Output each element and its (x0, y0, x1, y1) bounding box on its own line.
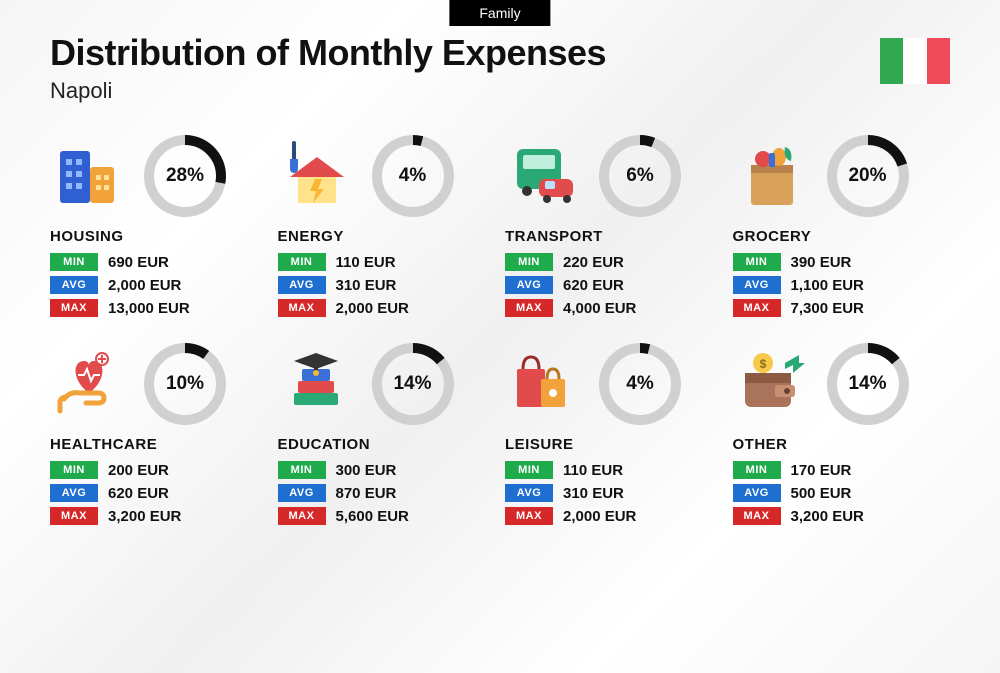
bus-car-icon (505, 137, 583, 215)
category-leisure: 4% LEISURE MIN 110 EUR AVG 310 EUR MAX 2… (505, 342, 723, 530)
max-badge: MAX (733, 507, 781, 525)
avg-badge: AVG (733, 276, 781, 294)
max-value: 7,300 EUR (791, 300, 864, 317)
buildings-icon (50, 137, 128, 215)
donut-education: 14% (372, 343, 454, 425)
category-education: 14% EDUCATION MIN 300 EUR AVG 870 EUR MA… (278, 342, 496, 530)
min-badge: MIN (278, 253, 326, 271)
max-value: 13,000 EUR (108, 300, 190, 317)
category-name: HOUSING (50, 228, 268, 245)
min-badge: MIN (50, 253, 98, 271)
donut-other: 14% (827, 343, 909, 425)
avg-value: 500 EUR (791, 485, 852, 502)
flag-italy (880, 38, 950, 84)
min-value: 300 EUR (336, 462, 397, 479)
max-badge: MAX (278, 507, 326, 525)
flag-stripe-white (903, 38, 926, 84)
max-badge: MAX (505, 507, 553, 525)
avg-value: 870 EUR (336, 485, 397, 502)
max-value: 2,000 EUR (336, 300, 409, 317)
donut-label: 10% (144, 343, 226, 425)
min-value: 390 EUR (791, 254, 852, 271)
avg-badge: AVG (50, 484, 98, 502)
donut-label: 20% (827, 135, 909, 217)
categories-grid: 28% HOUSING MIN 690 EUR AVG 2,000 EUR MA… (0, 114, 1000, 560)
flag-stripe-green (880, 38, 903, 84)
category-healthcare: 10% HEALTHCARE MIN 200 EUR AVG 620 EUR M… (50, 342, 268, 530)
books-cap-icon (278, 345, 356, 423)
avg-badge: AVG (278, 484, 326, 502)
donut-label: 6% (599, 135, 681, 217)
page-title: Distribution of Monthly Expenses (50, 32, 950, 74)
min-value: 200 EUR (108, 462, 169, 479)
avg-value: 1,100 EUR (791, 277, 864, 294)
wallet-arrow-icon: $ (733, 345, 811, 423)
subtitle-city: Napoli (50, 78, 950, 104)
donut-housing: 28% (144, 135, 226, 217)
min-badge: MIN (50, 461, 98, 479)
avg-value: 620 EUR (563, 277, 624, 294)
grocery-bag-icon (733, 137, 811, 215)
category-name: OTHER (733, 436, 951, 453)
min-badge: MIN (278, 461, 326, 479)
max-badge: MAX (733, 299, 781, 317)
donut-grocery: 20% (827, 135, 909, 217)
shopping-bags-icon (505, 345, 583, 423)
max-badge: MAX (278, 299, 326, 317)
avg-value: 310 EUR (336, 277, 397, 294)
min-badge: MIN (505, 253, 553, 271)
max-badge: MAX (50, 507, 98, 525)
category-name: GROCERY (733, 228, 951, 245)
heart-hand-icon (50, 345, 128, 423)
donut-label: 14% (827, 343, 909, 425)
category-transport: 6% TRANSPORT MIN 220 EUR AVG 620 EUR MAX… (505, 134, 723, 322)
max-badge: MAX (505, 299, 553, 317)
avg-value: 2,000 EUR (108, 277, 181, 294)
svg-text:$: $ (759, 357, 766, 371)
min-value: 170 EUR (791, 462, 852, 479)
max-value: 2,000 EUR (563, 508, 636, 525)
donut-leisure: 4% (599, 343, 681, 425)
category-energy: 4% ENERGY MIN 110 EUR AVG 310 EUR MAX 2,… (278, 134, 496, 322)
avg-badge: AVG (733, 484, 781, 502)
category-grocery: 20% GROCERY MIN 390 EUR AVG 1,100 EUR MA… (733, 134, 951, 322)
min-value: 690 EUR (108, 254, 169, 271)
category-name: ENERGY (278, 228, 496, 245)
flag-stripe-red (927, 38, 950, 84)
avg-badge: AVG (50, 276, 98, 294)
min-value: 110 EUR (336, 254, 396, 271)
min-badge: MIN (505, 461, 553, 479)
max-value: 5,600 EUR (336, 508, 409, 525)
category-name: HEALTHCARE (50, 436, 268, 453)
category-name: TRANSPORT (505, 228, 723, 245)
min-badge: MIN (733, 253, 781, 271)
donut-label: 4% (372, 135, 454, 217)
donut-label: 28% (144, 135, 226, 217)
min-value: 220 EUR (563, 254, 624, 271)
donut-label: 14% (372, 343, 454, 425)
avg-badge: AVG (505, 484, 553, 502)
header: Distribution of Monthly Expenses Napoli (0, 0, 1000, 114)
category-name: LEISURE (505, 436, 723, 453)
donut-healthcare: 10% (144, 343, 226, 425)
min-badge: MIN (733, 461, 781, 479)
donut-transport: 6% (599, 135, 681, 217)
avg-badge: AVG (278, 276, 326, 294)
category-other: $ 14% OTHER MIN 170 EUR AVG 500 EUR MAX … (733, 342, 951, 530)
max-value: 4,000 EUR (563, 300, 636, 317)
avg-value: 620 EUR (108, 485, 169, 502)
max-badge: MAX (50, 299, 98, 317)
min-value: 110 EUR (563, 462, 623, 479)
category-name: EDUCATION (278, 436, 496, 453)
category-housing: 28% HOUSING MIN 690 EUR AVG 2,000 EUR MA… (50, 134, 268, 322)
donut-label: 4% (599, 343, 681, 425)
max-value: 3,200 EUR (791, 508, 864, 525)
avg-badge: AVG (505, 276, 553, 294)
max-value: 3,200 EUR (108, 508, 181, 525)
avg-value: 310 EUR (563, 485, 624, 502)
energy-house-icon (278, 137, 356, 215)
donut-energy: 4% (372, 135, 454, 217)
